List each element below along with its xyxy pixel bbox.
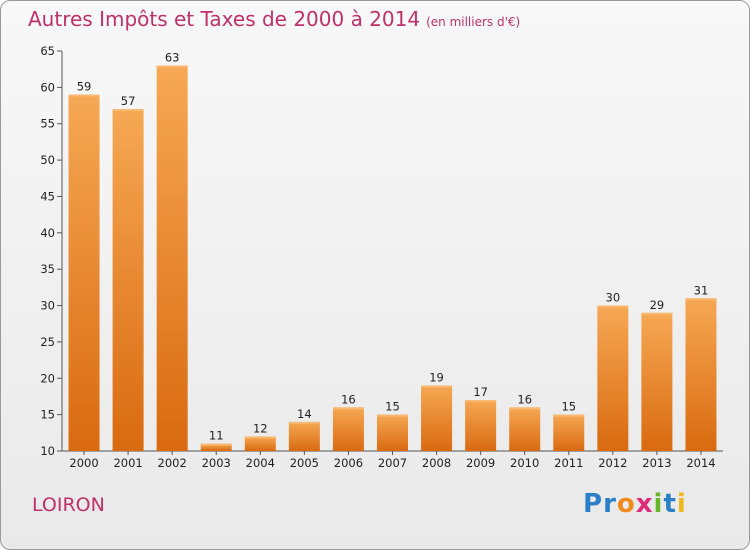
- data-label: 63: [165, 51, 180, 65]
- bar: [685, 298, 717, 451]
- x-tick-label: 2007: [378, 456, 407, 470]
- bar: [332, 407, 364, 451]
- data-label: 29: [650, 298, 665, 312]
- logo-letter: i: [653, 489, 664, 519]
- logo-letter: P: [583, 489, 604, 519]
- x-tick-label: 2004: [246, 456, 275, 470]
- bar: [421, 385, 453, 451]
- bar-top-edge: [244, 436, 276, 439]
- bar: [288, 421, 320, 451]
- chart-title: Autres Impôts et Taxes de 2000 à 2014 (en…: [28, 7, 520, 31]
- x-tick-label: 2008: [422, 456, 451, 470]
- y-tick-label: 60: [40, 80, 55, 94]
- chart-unit: (en milliers d'€): [426, 15, 521, 29]
- bar-top-edge: [288, 421, 320, 424]
- logo-letter: x: [635, 489, 654, 519]
- y-tick-label: 65: [40, 44, 55, 58]
- data-label: 12: [253, 421, 268, 435]
- y-tick-label: 35: [40, 262, 55, 276]
- y-tick-label: 25: [40, 335, 55, 349]
- bar-top-edge: [421, 385, 453, 388]
- axes: 10 15 20 25 30 35 40 45 50 55 60 65 2000 2001 2002 2003…: [40, 44, 723, 470]
- data-label: 30: [606, 291, 621, 305]
- bar: [200, 443, 232, 451]
- x-tick-label: 2000: [69, 456, 98, 470]
- bar: [68, 94, 100, 452]
- y-tick-label: 30: [40, 299, 55, 313]
- bar: [377, 414, 408, 451]
- y-tick-label: 45: [40, 189, 55, 203]
- bar-top-edge: [332, 407, 364, 410]
- logo-letter: o: [616, 489, 636, 519]
- chart-title-text: Autres Impôts et Taxes de 2000 à 2014: [28, 7, 421, 31]
- bar: [244, 436, 276, 451]
- logo-letter: t: [663, 489, 677, 519]
- bar-top-edge: [509, 407, 541, 410]
- x-tick-label: 2002: [158, 456, 187, 470]
- bar: [641, 312, 673, 451]
- bar: [156, 65, 188, 451]
- bar: [597, 305, 629, 451]
- bar-top-edge: [553, 414, 585, 417]
- data-label: 16: [517, 392, 532, 406]
- x-tick-label: 2003: [202, 456, 231, 470]
- data-label: 15: [561, 400, 576, 414]
- data-label: 14: [297, 407, 312, 421]
- bar: [553, 414, 585, 451]
- x-tick-label: 2001: [113, 456, 142, 470]
- commune-name: LOIRON: [32, 494, 105, 516]
- bar-top-edge: [156, 65, 188, 68]
- logo-letter: i: [676, 489, 687, 519]
- data-label: 17: [473, 385, 488, 399]
- x-tick-label: 2014: [686, 456, 715, 470]
- bar-top-edge: [200, 443, 232, 446]
- logo-letter: r: [603, 489, 617, 519]
- x-tick-label: 2012: [598, 456, 627, 470]
- bar: [509, 407, 541, 451]
- x-tick-label: 2011: [554, 456, 583, 470]
- y-tick-label: 15: [40, 408, 55, 422]
- data-label: 57: [121, 94, 136, 108]
- data-label: 59: [77, 80, 92, 94]
- x-tick-label: 2013: [642, 456, 671, 470]
- bar-top-edge: [641, 312, 673, 315]
- data-label: 11: [209, 429, 224, 443]
- data-label: 31: [694, 283, 709, 297]
- y-tick-label: 10: [40, 444, 55, 458]
- y-tick-label: 20: [40, 371, 55, 385]
- bars: [68, 65, 717, 452]
- bar-top-edge: [597, 305, 629, 308]
- value-labels: 59 57 63 11 12 14 16 15 19 17 16 15 30 29 31: [77, 51, 709, 443]
- y-tick-label: 55: [40, 117, 55, 131]
- proxiti-logo: Proxiti: [583, 489, 687, 519]
- bar-top-edge: [112, 109, 144, 112]
- data-label: 15: [385, 400, 400, 414]
- bar-top-edge: [685, 298, 717, 301]
- bar: [465, 400, 497, 451]
- y-tick-label: 40: [40, 226, 55, 240]
- bar: [112, 109, 144, 451]
- x-tick-label: 2009: [466, 456, 495, 470]
- bar-top-edge: [465, 400, 497, 403]
- x-tick-label: 2005: [290, 456, 319, 470]
- bar-top-edge: [377, 414, 408, 417]
- bar-top-edge: [68, 94, 100, 97]
- data-label: 19: [429, 371, 444, 385]
- y-tick-label: 50: [40, 153, 55, 167]
- x-tick-label: 2006: [334, 456, 363, 470]
- x-tick-label: 2010: [510, 456, 539, 470]
- data-label: 16: [341, 392, 356, 406]
